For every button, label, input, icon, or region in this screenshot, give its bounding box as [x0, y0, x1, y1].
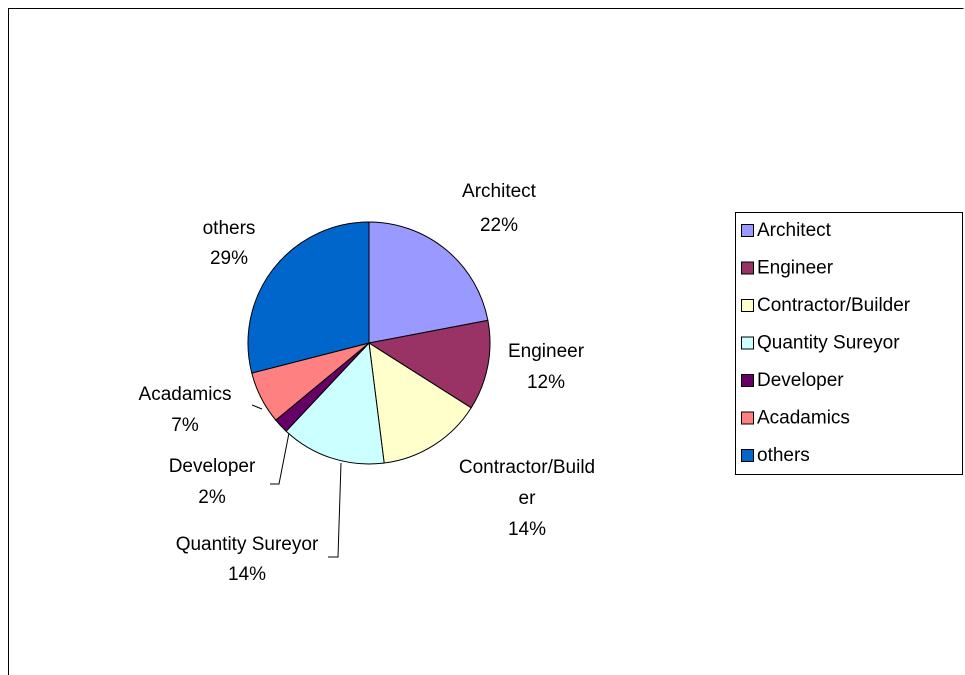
legend-swatch — [741, 261, 754, 275]
pie-slice — [368, 221, 489, 344]
slice-value-label: 7% — [171, 415, 199, 436]
legend-label: Quantity Sureyor — [757, 333, 900, 354]
slice-value-label: 14% — [228, 564, 266, 585]
slice-label: Contractor/Build er — [459, 457, 595, 509]
slice-value-label: 29% — [210, 248, 248, 269]
legend-label: Acadamics — [757, 408, 850, 429]
leader-line — [270, 432, 290, 485]
pie-slice — [247, 221, 370, 374]
pie-slice — [285, 341, 385, 465]
slice-value-label: 2% — [198, 487, 226, 508]
pie-slice — [368, 342, 472, 464]
slice-label: Engineer — [508, 341, 585, 362]
slice-label: others — [203, 218, 256, 239]
legend-swatch — [741, 299, 754, 312]
slice-value-label: 22% — [480, 215, 518, 236]
slice-label: Architect — [462, 181, 537, 202]
legend-swatch — [741, 224, 754, 237]
legend-label: Engineer — [757, 258, 834, 279]
legend-box — [735, 212, 963, 475]
legend-swatch — [741, 449, 754, 462]
legend-label: Contractor/Builder — [757, 295, 911, 316]
legend-swatch — [741, 374, 754, 387]
leader-line — [251, 404, 263, 410]
pie-slice — [367, 319, 491, 409]
legend-label: others — [757, 445, 810, 466]
legend-label: Developer — [757, 370, 844, 391]
leader-line — [328, 462, 342, 558]
slice-label: Acadamics — [139, 384, 232, 405]
slice-label: Developer — [169, 456, 256, 477]
chart-frame — [8, 8, 964, 675]
legend-swatch — [741, 411, 754, 425]
legend-label: Architect — [757, 220, 832, 241]
slice-value-label: 12% — [527, 372, 565, 393]
slice-label: Quantity Sureyor — [176, 534, 319, 555]
slice-value-label: 14% — [508, 519, 546, 540]
legend-swatch — [741, 336, 754, 350]
